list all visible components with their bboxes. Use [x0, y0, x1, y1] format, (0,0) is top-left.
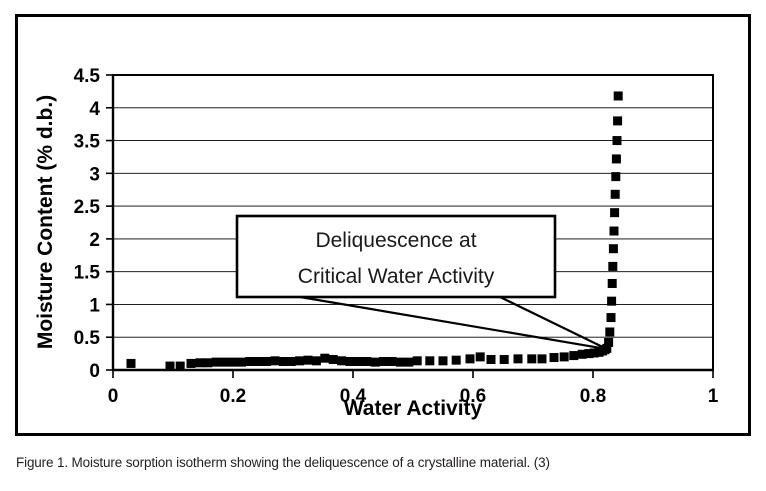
data-point-marker	[195, 358, 205, 368]
data-point-marker	[604, 337, 614, 347]
data-point-marker	[175, 361, 185, 371]
data-point-marker	[286, 356, 296, 366]
x-tick-label: 0	[108, 386, 119, 407]
data-point-marker	[607, 296, 617, 306]
annotation-box	[235, 214, 557, 299]
data-point-marker	[613, 116, 623, 126]
data-point-marker	[236, 357, 246, 367]
data-point-marker	[465, 354, 475, 364]
data-point-marker	[589, 348, 599, 358]
data-point-marker	[606, 313, 616, 323]
x-tick-label: 0.6	[460, 386, 486, 407]
data-point-marker	[499, 355, 509, 365]
data-point-marker	[438, 356, 448, 366]
y-tick-label: 4.5	[74, 66, 101, 87]
leader-line	[499, 296, 608, 351]
data-point-marker	[186, 358, 196, 368]
data-point-marker	[353, 356, 363, 366]
figure-caption: Figure 1. Moisture sorption isotherm sho…	[16, 455, 550, 470]
data-point-marker	[253, 356, 263, 366]
y-axis-tick-labels: 0 0.5 1 1.5 2 2.5 3 3.5 4 4.5	[74, 66, 101, 382]
data-point-marker	[328, 355, 338, 365]
data-point-marker	[245, 356, 255, 366]
data-point-marker	[362, 356, 372, 366]
data-point-marker	[610, 208, 620, 218]
data-point-marker	[395, 357, 405, 367]
data-series-markers	[126, 91, 623, 371]
y-tick-label: 3	[89, 164, 100, 185]
data-point-marker	[278, 356, 288, 366]
data-point-marker	[311, 356, 321, 366]
data-point-marker	[486, 355, 496, 365]
data-point-marker	[203, 358, 213, 368]
data-point-marker	[577, 349, 587, 359]
data-point-marker	[605, 327, 615, 337]
data-point-marker	[262, 356, 272, 366]
data-point-marker	[295, 356, 305, 366]
y-tick-label: 4	[89, 99, 100, 120]
data-point-marker	[404, 357, 414, 367]
leader-line	[299, 295, 607, 351]
data-point-marker	[611, 154, 621, 164]
data-point-marker	[320, 353, 330, 363]
data-point-marker	[608, 244, 618, 254]
data-point-marker	[379, 356, 389, 366]
y-axis-title: Moisture Content (% d.b.)	[34, 95, 57, 349]
annotation-leader-lines	[299, 295, 608, 351]
data-point-marker	[412, 356, 422, 366]
data-point-marker	[425, 356, 435, 366]
data-point-marker	[527, 354, 537, 364]
data-point-marker	[211, 357, 221, 367]
y-tick-label: 2	[89, 230, 100, 251]
x-tick-label: 1	[708, 386, 719, 407]
data-point-marker	[608, 261, 618, 271]
moisture-sorption-chart: 0 0.5 1 1.5 2 2.5 3 3.5 4 4.5 0 0.2 0.4 0.6 0.8 1 Deli…	[34, 66, 719, 420]
data-point-marker	[612, 136, 622, 146]
y-tick-label: 2.5	[74, 197, 101, 218]
data-point-marker	[220, 357, 230, 367]
data-point-marker	[370, 357, 380, 367]
data-point-marker	[387, 356, 397, 366]
data-point-marker	[559, 352, 569, 362]
data-point-marker	[475, 352, 485, 362]
x-axis-title: Water Activity	[344, 397, 483, 420]
data-point-marker	[165, 361, 175, 371]
x-axis-ticks	[112, 370, 714, 378]
data-point-marker	[607, 278, 617, 288]
data-point-marker	[611, 172, 621, 182]
data-point-marker	[613, 91, 623, 101]
data-point-marker	[537, 354, 547, 364]
data-point-marker	[609, 226, 619, 236]
y-tick-label: 0.5	[74, 328, 101, 349]
x-tick-label: 0.8	[580, 386, 606, 407]
data-point-marker	[270, 356, 280, 366]
data-point-marker	[303, 355, 313, 365]
y-tick-label: 0	[89, 361, 100, 382]
data-point-marker	[126, 358, 136, 368]
data-point-marker	[345, 356, 355, 366]
data-point-marker	[549, 353, 559, 363]
y-axis-ticks	[106, 74, 113, 371]
x-axis-tick-labels: 0 0.2 0.4 0.6 0.8 1	[108, 386, 719, 407]
annotation-line-2: Critical Water Activity	[298, 265, 495, 288]
y-tick-label: 1	[89, 295, 100, 316]
data-point-marker	[513, 354, 523, 364]
data-point-marker	[228, 357, 238, 367]
x-tick-label: 0.2	[220, 386, 246, 407]
y-tick-label: 3.5	[74, 132, 101, 153]
data-point-marker	[451, 355, 461, 365]
data-point-marker	[584, 349, 594, 359]
x-tick-label: 0.4	[340, 386, 367, 407]
y-tick-label: 1.5	[74, 263, 101, 284]
data-point-marker	[337, 356, 347, 366]
data-point-marker	[569, 351, 579, 361]
annotation-line-1: Deliquescence at	[315, 229, 476, 252]
data-point-marker	[610, 189, 620, 199]
